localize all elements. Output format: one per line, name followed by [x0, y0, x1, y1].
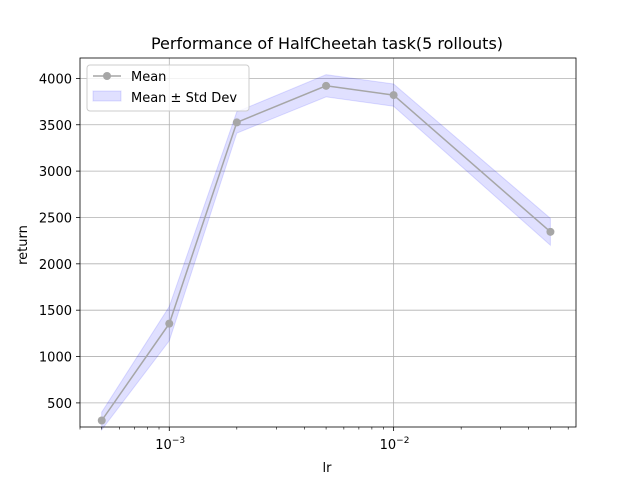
x-tick-label: 10−3 — [155, 436, 185, 453]
legend-mean-marker — [103, 72, 111, 80]
mean-point — [97, 416, 106, 425]
mean-line-layer — [97, 81, 555, 425]
grid-lines — [80, 58, 576, 427]
y-tick-label: 2000 — [39, 258, 72, 273]
legend-mean-label: Mean — [131, 70, 166, 85]
legend-box — [86, 64, 250, 112]
x-axis-title: lr — [323, 461, 333, 476]
y-tick-label: 4000 — [39, 72, 72, 87]
axis-ticks: 500 1000 1500 2000 2500 3000 3500 4000 10−3 10−2 — [39, 72, 569, 453]
legend-band-label: Mean ± Std Dev — [131, 91, 237, 106]
axes-frame — [79, 57, 577, 428]
mean-point — [165, 319, 174, 328]
y-tick-label: 1000 — [39, 351, 72, 366]
y-tick-label: 3000 — [39, 165, 72, 180]
mean-point — [232, 118, 241, 127]
mean-line — [101, 85, 551, 421]
y-tick-label: 1500 — [39, 304, 72, 319]
plot-area-border — [79, 57, 577, 428]
std-dev-band — [101, 74, 551, 432]
y-tick-label: 500 — [47, 397, 72, 412]
y-tick-label: 2500 — [39, 211, 72, 226]
chart-title: Performance of HalfCheetah task(5 rollou… — [151, 34, 503, 53]
legend: Mean Mean ± Std Dev — [86, 64, 250, 112]
mean-point — [389, 91, 398, 100]
mean-point — [322, 81, 331, 90]
x-tick-label: 10−2 — [380, 436, 410, 453]
std-dev-band-layer — [101, 74, 551, 432]
legend-band-swatch — [92, 90, 122, 102]
mean-point — [546, 227, 555, 236]
y-axis-title: return — [16, 225, 31, 265]
y-tick-label: 3500 — [39, 119, 72, 134]
